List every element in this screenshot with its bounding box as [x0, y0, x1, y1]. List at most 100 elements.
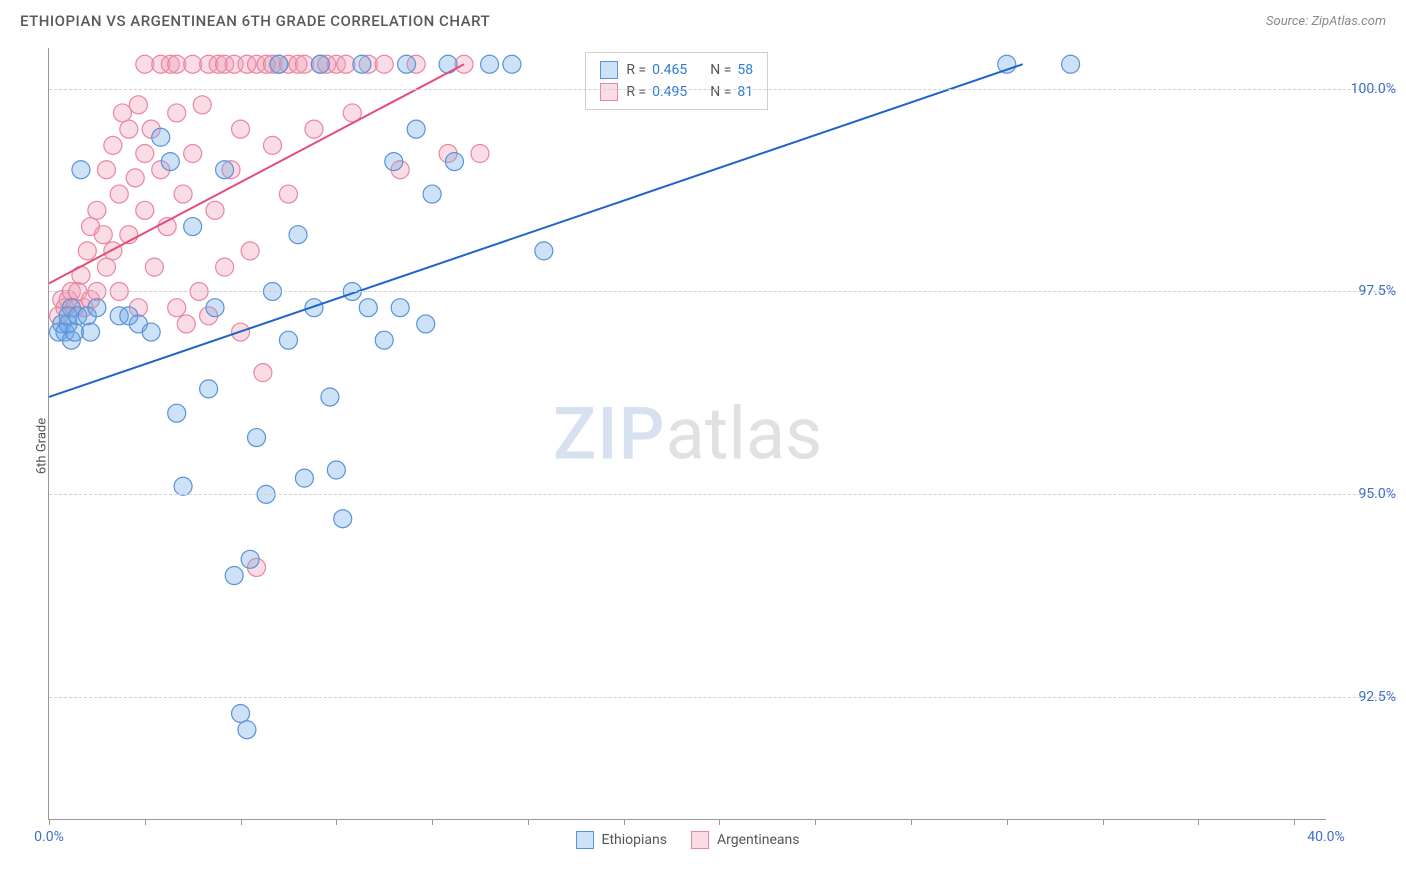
series-legend: Ethiopians Argentineans	[576, 831, 800, 849]
scatter-point	[104, 242, 122, 260]
x-tick	[336, 819, 337, 825]
scatter-point	[136, 55, 154, 73]
scatter-point	[126, 169, 144, 187]
x-tick	[624, 819, 625, 825]
scatter-point	[481, 55, 499, 73]
correlation-legend: R = 0.465 N = 58 R = 0.495 N = 81	[585, 52, 768, 110]
scatter-point	[82, 323, 100, 341]
scatter-point	[113, 104, 131, 122]
gridline-h	[49, 291, 1396, 292]
scatter-point	[445, 153, 463, 171]
scatter-point	[385, 153, 403, 171]
swatch-argentineans	[600, 83, 618, 101]
x-tick	[528, 819, 529, 825]
x-tick	[241, 819, 242, 825]
x-tick	[49, 819, 50, 825]
scatter-point	[391, 299, 409, 317]
scatter-point	[206, 299, 224, 317]
scatter-point	[168, 104, 186, 122]
swatch-argentineans	[691, 831, 709, 849]
x-tick	[145, 819, 146, 825]
gridline-h	[49, 494, 1396, 495]
scatter-point	[1062, 55, 1080, 73]
scatter-point	[174, 185, 192, 203]
legend-row-argentineans: R = 0.495 N = 81	[600, 81, 753, 103]
scatter-point	[337, 55, 355, 73]
x-tick	[911, 819, 912, 825]
scatter-point	[232, 704, 250, 722]
x-tick-label: 40.0%	[1307, 829, 1345, 845]
scatter-point	[238, 721, 256, 739]
scatter-point	[359, 299, 377, 317]
scatter-point	[184, 145, 202, 163]
x-tick	[1294, 819, 1295, 825]
scatter-point	[417, 315, 435, 333]
scatter-point	[104, 136, 122, 154]
scatter-point	[353, 55, 371, 73]
scatter-point	[129, 96, 147, 114]
scatter-point	[200, 380, 218, 398]
scatter-point	[184, 218, 202, 236]
x-tick	[432, 819, 433, 825]
scatter-point	[152, 128, 170, 146]
scatter-point	[88, 299, 106, 317]
scatter-point	[407, 120, 425, 138]
scatter-point	[174, 477, 192, 495]
chart-title: ETHIOPIAN VS ARGENTINEAN 6TH GRADE CORRE…	[20, 12, 490, 30]
scatter-point	[439, 55, 457, 73]
scatter-point	[193, 96, 211, 114]
scatter-point	[327, 461, 345, 479]
x-tick	[815, 819, 816, 825]
scatter-point	[136, 145, 154, 163]
chart-area: ZIPatlas R = 0.465 N = 58 R = 0.495 N = …	[48, 48, 1326, 820]
scatter-point	[66, 323, 84, 341]
scatter-point	[254, 364, 272, 382]
y-tick-label: 97.5%	[1336, 283, 1396, 299]
x-tick	[719, 819, 720, 825]
scatter-point	[177, 315, 195, 333]
scatter-point	[97, 258, 115, 276]
scatter-point	[168, 404, 186, 422]
scatter-point	[110, 185, 128, 203]
scatter-point	[168, 299, 186, 317]
y-tick-label: 95.0%	[1336, 486, 1396, 502]
scatter-point	[503, 55, 521, 73]
scatter-point	[471, 145, 489, 163]
scatter-point	[295, 55, 313, 73]
legend-row-ethiopians: R = 0.465 N = 58	[600, 59, 753, 81]
x-tick-label: 0.0%	[34, 829, 64, 845]
scatter-point	[289, 226, 307, 244]
scatter-point	[225, 567, 243, 585]
swatch-ethiopians	[600, 61, 618, 79]
scatter-point	[142, 323, 160, 341]
scatter-point	[216, 161, 234, 179]
plot-region: ZIPatlas R = 0.465 N = 58 R = 0.495 N = …	[48, 48, 1326, 820]
source-attribution: Source: ZipAtlas.com	[1266, 14, 1386, 29]
scatter-point	[241, 242, 259, 260]
scatter-point	[279, 185, 297, 203]
scatter-point	[375, 55, 393, 73]
scatter-point	[248, 429, 266, 447]
legend-item-argentineans: Argentineans	[691, 831, 799, 849]
scatter-point	[535, 242, 553, 260]
scatter-point	[398, 55, 416, 73]
y-tick-label: 100.0%	[1336, 81, 1396, 97]
x-tick	[1103, 819, 1104, 825]
x-tick	[1007, 819, 1008, 825]
chart-header: ETHIOPIAN VS ARGENTINEAN 6TH GRADE CORRE…	[0, 0, 1406, 38]
scatter-point	[136, 201, 154, 219]
scatter-svg	[49, 48, 1326, 819]
scatter-point	[94, 226, 112, 244]
scatter-point	[145, 258, 163, 276]
scatter-point	[270, 55, 288, 73]
scatter-point	[295, 469, 313, 487]
scatter-point	[305, 120, 323, 138]
swatch-ethiopians	[576, 831, 594, 849]
scatter-point	[279, 331, 297, 349]
scatter-point	[168, 55, 186, 73]
scatter-point	[161, 153, 179, 171]
scatter-point	[241, 550, 259, 568]
scatter-point	[206, 201, 224, 219]
scatter-point	[78, 242, 96, 260]
scatter-point	[120, 120, 138, 138]
